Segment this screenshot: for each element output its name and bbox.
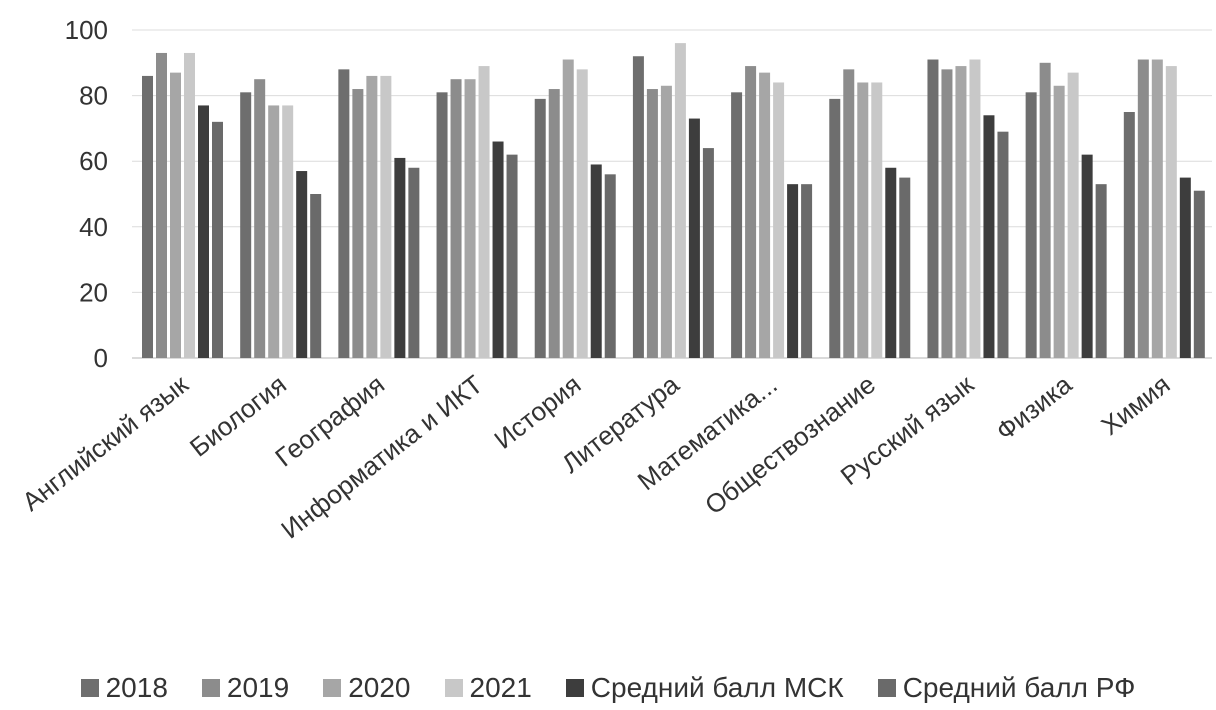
bar (1025, 92, 1037, 358)
bar (1067, 72, 1079, 358)
bar (1053, 85, 1065, 358)
y-tick-label: 100 (65, 15, 108, 45)
bar (969, 59, 981, 359)
bar (1137, 59, 1149, 359)
x-category-label: Обществознание (699, 369, 881, 520)
y-tick-label: 20 (79, 277, 108, 307)
legend-label: 2021 (469, 672, 532, 703)
bar (604, 174, 616, 358)
bar (534, 98, 546, 358)
bar (212, 121, 223, 358)
bar (1039, 62, 1051, 359)
legend-swatch (565, 679, 584, 697)
legend-label: 2018 (105, 672, 168, 703)
bar (492, 141, 504, 358)
bar (478, 66, 490, 358)
legend-swatch (80, 679, 99, 697)
bar (464, 79, 476, 358)
y-tick-label: 60 (79, 146, 108, 176)
bar (352, 89, 364, 358)
bar (941, 69, 953, 359)
legend-label: Средний балл МСК (590, 672, 844, 703)
bar (156, 52, 167, 359)
bar (885, 167, 897, 358)
bar (310, 194, 322, 358)
bar (1123, 112, 1135, 358)
bar (688, 118, 700, 358)
bar (408, 167, 420, 358)
bar (1193, 190, 1205, 358)
x-category-label: Химия (1095, 369, 1175, 441)
bar (184, 52, 195, 359)
chart-legend: 2018 2019 2020 2021 Средний балл МСК Средний … (0, 668, 1216, 708)
bar (1151, 59, 1163, 359)
bar (773, 82, 785, 358)
bar (296, 171, 308, 358)
bar (268, 105, 280, 358)
x-category-label: Физика (990, 369, 1078, 447)
bar (745, 66, 757, 358)
bar (843, 69, 855, 359)
bar (632, 56, 644, 359)
bar (983, 115, 995, 358)
bar (899, 177, 911, 358)
legend-swatch (323, 679, 342, 697)
bar (674, 43, 686, 359)
bar (1179, 177, 1191, 358)
legend-item: Средний балл РФ (877, 672, 1136, 704)
bar (759, 72, 771, 358)
bar (1095, 184, 1107, 358)
bar (871, 82, 883, 358)
legend-swatch (444, 679, 463, 697)
bar (240, 92, 252, 358)
legend-label: 2019 (226, 672, 290, 703)
bar (787, 184, 799, 358)
bar (576, 69, 588, 359)
bar (450, 79, 462, 358)
bar (198, 105, 209, 358)
bar (170, 72, 181, 358)
bar (731, 92, 743, 358)
x-category-label: Английский язык (16, 369, 194, 517)
bar (702, 148, 714, 358)
bar (1165, 66, 1177, 358)
bar (142, 75, 153, 359)
bar (282, 105, 294, 358)
y-tick-label: 40 (79, 212, 108, 242)
legend-item: 2021 (444, 672, 532, 704)
bar (927, 59, 939, 359)
bar (801, 184, 813, 358)
bar (857, 82, 869, 358)
legend-item: 2020 (323, 672, 411, 704)
bar (829, 98, 841, 358)
bar (380, 75, 392, 359)
legend-swatch (877, 679, 896, 697)
bar (997, 131, 1009, 358)
y-tick-label: 0 (94, 343, 108, 373)
bar (436, 92, 448, 358)
bar (338, 69, 350, 359)
legend-item: 2019 (201, 672, 290, 704)
bar (955, 66, 967, 358)
legend-label: 2020 (348, 672, 411, 703)
bar (646, 89, 658, 358)
legend-item: 2018 (80, 672, 168, 704)
bar (562, 59, 574, 359)
bar (1081, 154, 1093, 358)
bar (254, 79, 266, 358)
bar (394, 157, 406, 358)
bar (660, 85, 672, 358)
bar (548, 89, 560, 358)
legend-item: Средний балл МСК (565, 672, 844, 704)
bar (590, 164, 602, 358)
bar (366, 75, 378, 359)
y-tick-label: 80 (79, 81, 108, 111)
bar (506, 154, 518, 358)
legend-swatch (201, 679, 220, 697)
legend-label: Средний балл РФ (902, 672, 1136, 703)
